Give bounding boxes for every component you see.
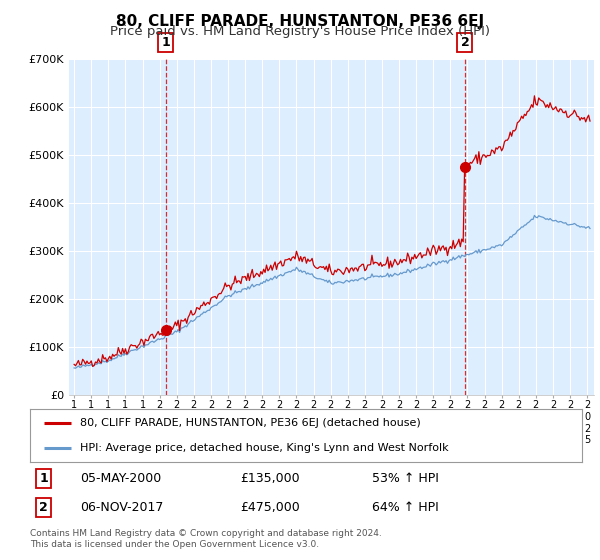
Text: 06-NOV-2017: 06-NOV-2017 <box>80 501 163 514</box>
Text: 1: 1 <box>161 36 170 49</box>
Text: 53% ↑ HPI: 53% ↑ HPI <box>372 472 439 485</box>
Text: 80, CLIFF PARADE, HUNSTANTON, PE36 6EJ: 80, CLIFF PARADE, HUNSTANTON, PE36 6EJ <box>116 14 484 29</box>
Text: HPI: Average price, detached house, King's Lynn and West Norfolk: HPI: Average price, detached house, King… <box>80 442 448 452</box>
Text: Contains HM Land Registry data © Crown copyright and database right 2024.
This d: Contains HM Land Registry data © Crown c… <box>30 529 382 549</box>
Text: 80, CLIFF PARADE, HUNSTANTON, PE36 6EJ (detached house): 80, CLIFF PARADE, HUNSTANTON, PE36 6EJ (… <box>80 418 421 428</box>
Text: £475,000: £475,000 <box>240 501 299 514</box>
Text: £135,000: £135,000 <box>240 472 299 485</box>
Text: 1: 1 <box>40 472 48 485</box>
Text: 05-MAY-2000: 05-MAY-2000 <box>80 472 161 485</box>
Text: 2: 2 <box>40 501 48 514</box>
Text: Price paid vs. HM Land Registry's House Price Index (HPI): Price paid vs. HM Land Registry's House … <box>110 25 490 38</box>
Text: 64% ↑ HPI: 64% ↑ HPI <box>372 501 439 514</box>
Text: 2: 2 <box>461 36 469 49</box>
